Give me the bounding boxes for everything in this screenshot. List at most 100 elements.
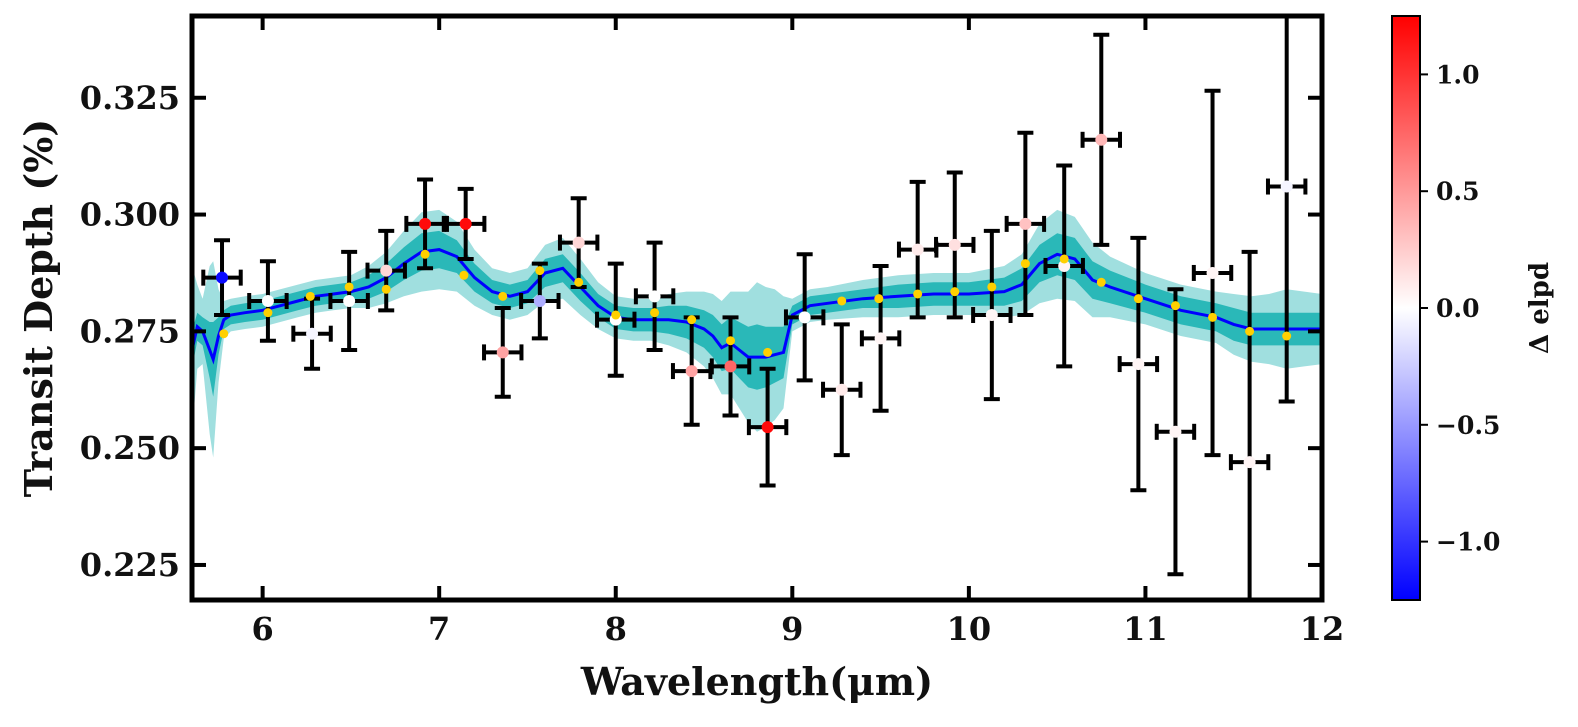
observation-point [1228,249,1271,600]
y-axis-ticks: 0.225 0.250 0.275 0.300 0.325 [80,79,1322,584]
observation-marker [306,327,319,340]
binned-model-point [263,308,273,318]
binned-model-point [1096,277,1106,287]
binned-model-point [950,287,960,297]
binned-model-point [837,296,847,306]
x-axis-title: Wavelength(μm) [580,659,933,704]
y-tick-label: 0.300 [80,196,180,234]
colorbar-tick-label: −0.5 [1436,411,1500,440]
observation-marker [1132,358,1145,371]
binned-model-point [1133,294,1143,304]
observation-marker [1169,425,1182,438]
y-tick-label: 0.325 [80,79,180,117]
observation-point [896,179,939,320]
observation-marker [1206,266,1219,279]
observation-point [783,252,826,383]
x-tick-label: 12 [1300,610,1345,648]
observation-point [444,186,487,261]
colorbar [1391,15,1421,601]
binned-model-point [574,277,584,287]
x-tick-label: 7 [428,610,450,648]
model-line [192,248,1322,365]
colorbar-ticks: 1.0 0.5 0.0 −0.5 −1.0 [1420,60,1500,557]
binned-model-point [344,282,354,292]
observation-point [1154,287,1197,577]
observation-marker [572,236,585,249]
model-1-sigma-band [192,230,1322,397]
binned-model-points [219,249,1292,357]
observation-marker [261,294,274,307]
binned-model-point [687,315,697,325]
observation-marker [724,360,737,373]
observation-marker [216,271,229,284]
observation-point [1043,163,1085,369]
x-tick-label: 6 [251,610,273,648]
observation-point [519,261,561,341]
binned-model-point [498,291,508,301]
observation-point [1004,130,1047,318]
colorbar-tick-label: 0.0 [1436,294,1480,323]
colorbar-tick-label: −1.0 [1436,528,1500,557]
binned-model-point [459,270,469,280]
binned-model-point [611,310,621,320]
binned-model-point [1170,301,1180,311]
observation-point [1117,235,1160,493]
observation-marker [985,309,998,322]
binned-model-point [1020,259,1030,269]
observation-marker [874,332,887,345]
observation-marker [1243,456,1256,469]
observation-point [482,306,524,399]
binned-model-point [650,308,660,318]
plot-frame [189,13,1325,603]
observation-point [557,196,600,289]
x-tick-label: 10 [947,610,992,648]
observation-point [709,315,752,418]
binned-model-point [726,336,736,346]
observation-point [365,228,407,313]
x-tick-label: 8 [605,610,627,648]
observation-marker [343,294,356,307]
model-bands [192,209,1322,458]
binned-model-point [535,266,545,276]
binned-model-point [219,329,229,339]
observation-marker [419,217,432,230]
binned-model-point [305,291,315,301]
binned-model-point [1282,331,1292,341]
binned-model-point [874,294,884,304]
binned-model-point [420,249,430,259]
observation-marker [798,311,811,324]
x-tick-label: 9 [781,610,803,648]
observation-marker [685,365,698,378]
observation-point [1080,32,1123,247]
x-tick-label: 11 [1123,610,1168,648]
colorbar-tick-label: 0.5 [1436,177,1480,206]
observation-point [247,259,289,343]
observation-marker [533,294,546,307]
binned-model-point [987,282,997,292]
binned-model-point [1245,326,1255,336]
observation-marker [1280,180,1293,193]
observation-marker [835,383,848,396]
binned-model-point [763,347,773,357]
x-axis-ticks: 6 7 8 9 10 11 12 [251,16,1344,648]
observation-marker [1095,133,1108,146]
observation-marker [459,217,472,230]
binned-model-point [913,289,923,299]
binned-model-point [381,284,391,294]
y-tick-label: 0.250 [80,429,180,467]
observation-point [746,366,789,488]
observation-point [328,249,370,353]
observation-marker [1019,217,1032,230]
y-tick-label: 0.225 [80,546,180,584]
observations [201,16,1308,600]
observation-marker [948,238,961,251]
observation-point [291,296,333,371]
observation-marker [761,421,774,434]
observation-marker [496,346,509,359]
observation-marker [911,243,924,256]
y-tick-label: 0.275 [80,312,180,350]
observation-point [859,263,902,413]
observation-point [821,322,863,458]
observation-marker [1058,259,1071,272]
